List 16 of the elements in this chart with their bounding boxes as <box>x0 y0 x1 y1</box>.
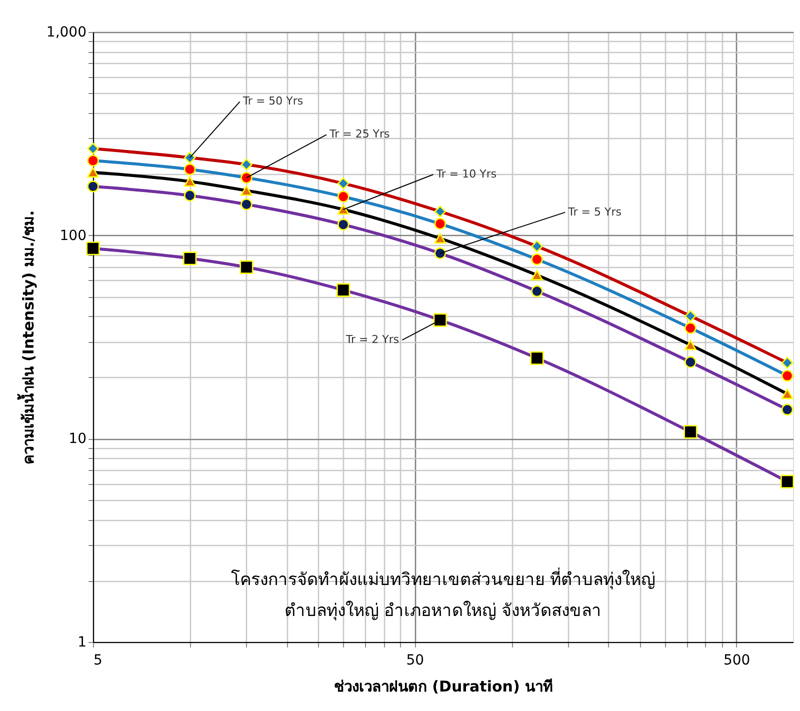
y-tick-label: 10 <box>68 431 86 448</box>
y-tick-label: 1,000 <box>46 24 86 40</box>
x-axis-title: ช่วงเวลาฝนตก (Duration) นาที <box>334 678 554 696</box>
annotation: Tr = 10 Yrs <box>435 167 497 180</box>
y-axis-title: ความเข้มน้ำฝน (Intensity) มม./ชม. <box>16 210 38 465</box>
annotation: Tr = 50 Yrs <box>242 94 304 108</box>
x-tick-label: 5 <box>94 652 102 668</box>
annotation: Tr = 2 Yrs <box>344 333 400 346</box>
y-tick-label: 100 <box>60 228 86 244</box>
annotation: Tr = 25 Yrs <box>328 128 390 141</box>
annotation: Tr = 5 Yrs <box>567 205 622 218</box>
annotation: โครงการจัดทำผังแม่บทวิทยาเขตส่วนขยาย ที่ตำบลทุ่งใหญ่ <box>230 567 656 590</box>
x-tick-label: 500 <box>723 652 750 668</box>
x-tick-label: 50 <box>406 652 424 668</box>
annotation: ตำบลทุ่งใหญ่ อำเภอหาดใหญ่ จังหวัดสงขลา <box>284 600 602 621</box>
y-tick-label: 1 <box>78 634 86 650</box>
